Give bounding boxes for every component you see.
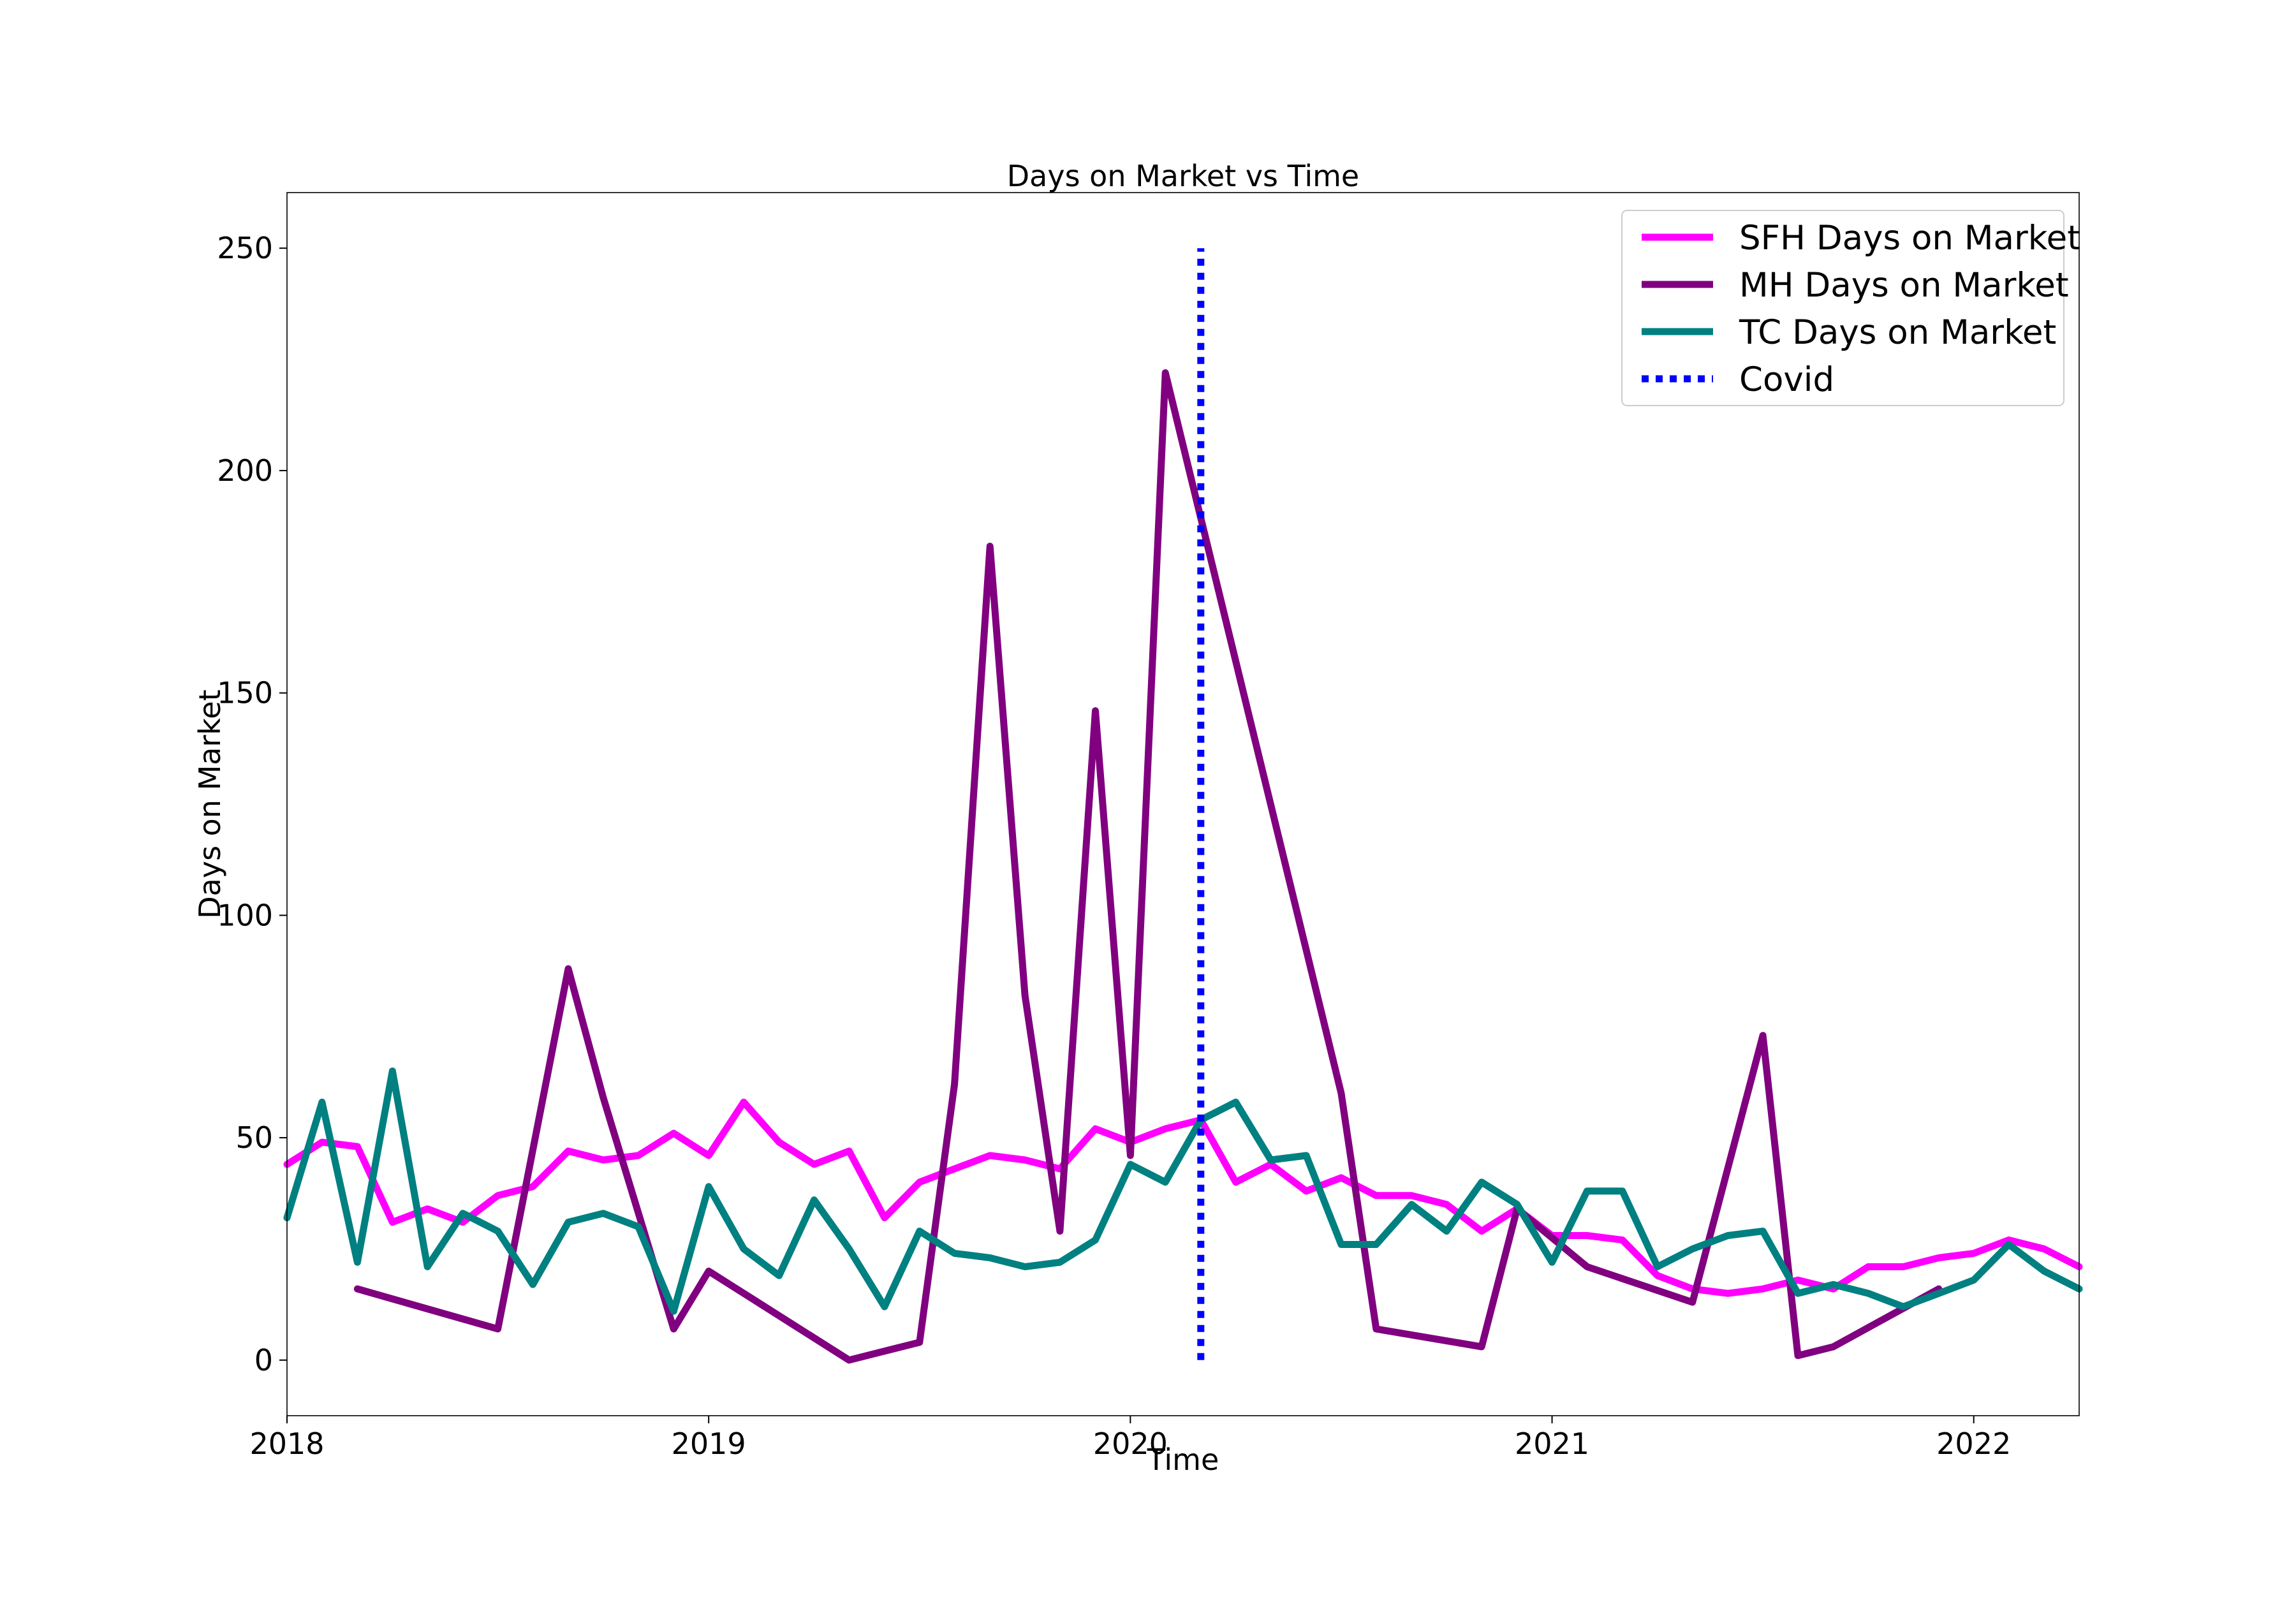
x-tick-label: 2018	[249, 1427, 324, 1461]
x-tick-label: 2021	[1515, 1427, 1589, 1461]
x-tick-label: 2019	[672, 1427, 746, 1461]
legend: SFH Days on Market MH Days on Market TC Da…	[1621, 210, 2080, 406]
y-tick-label: 150	[217, 676, 273, 710]
y-tick-label: 250	[217, 231, 273, 265]
chart-title: Days on Market vs Time	[1007, 159, 1359, 193]
y-tick-label: 50	[235, 1120, 273, 1155]
y-axis: 0 50 100 150 200 250	[217, 231, 287, 1377]
series-line-0	[283, 1098, 2083, 1297]
y-tick-label: 100	[217, 898, 273, 932]
y-tick-label: 0	[254, 1343, 273, 1377]
x-tick-label: 2022	[1936, 1427, 2011, 1461]
y-tick-label: 200	[217, 453, 273, 488]
x-axis: 2018 2019 2020 2021 2022	[249, 1416, 2011, 1461]
series-line-1	[353, 369, 1943, 1364]
y-axis-title: Days on Market	[193, 689, 227, 918]
legend-label-1: MH Days on Market	[1739, 266, 2069, 305]
x-axis-title: Time	[1147, 1442, 1219, 1477]
plot-area	[283, 248, 2083, 1364]
legend-box	[1621, 210, 2064, 406]
legend-label-0: SFH Days on Market	[1739, 219, 2080, 258]
x-tick-label: 2020	[1093, 1427, 1168, 1461]
series-line-2	[283, 1068, 2083, 1315]
plot-frame	[286, 192, 2080, 1416]
legend-label-3: Covid	[1739, 360, 1834, 399]
legend-label-2: TC Days on Market	[1739, 313, 2056, 352]
